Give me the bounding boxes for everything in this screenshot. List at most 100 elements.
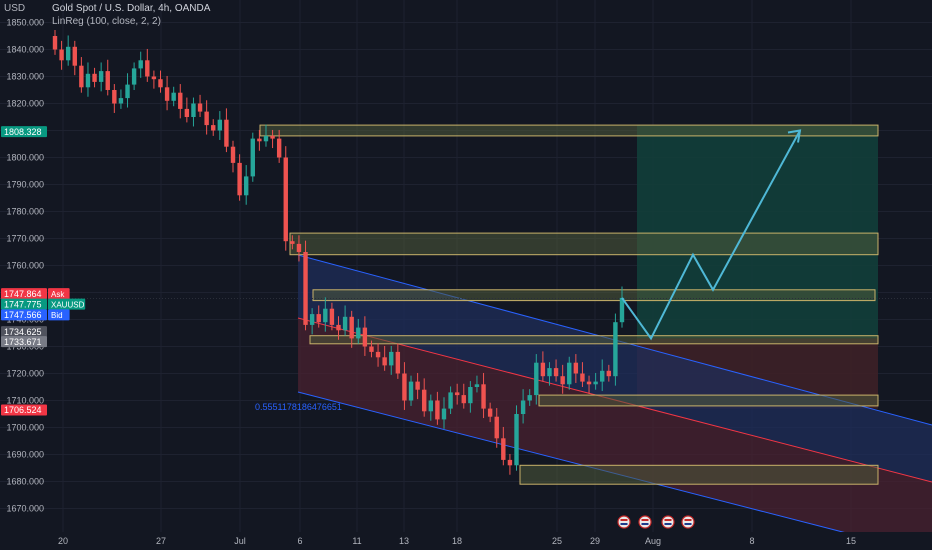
candle-body [191, 103, 196, 117]
level-label-3-bg [1, 404, 47, 416]
price-tick-label: 1690.000 [6, 450, 44, 460]
candle-body [257, 138, 262, 142]
candle-body [145, 60, 150, 77]
time-axis-bg [0, 532, 932, 550]
candle-body [303, 252, 308, 325]
ask-price-label-tag: Ask [51, 290, 65, 299]
level-label-2-bg [1, 336, 47, 348]
economic-event-icon [661, 515, 675, 529]
time-tick-label: 6 [297, 536, 302, 546]
candle-body [408, 381, 414, 401]
current-price-label-bg [1, 126, 47, 138]
candle-body [534, 362, 539, 396]
price-tick-label: 1680.000 [6, 477, 44, 487]
candle-body [92, 73, 97, 82]
candle-body [171, 92, 176, 101]
price-axis[interactable]: 1670.000 1680.000 1690.000 1700.000 1710.000… [6, 18, 44, 514]
ask-price-label-bg [1, 288, 47, 300]
candle-body [316, 314, 321, 323]
level-label-1: 1734.625 [4, 327, 42, 337]
price-tick-label: 1760.000 [6, 261, 44, 271]
candle-body [243, 176, 249, 196]
price-tick-label: 1780.000 [6, 207, 44, 217]
economic-event-icon-stripe [620, 519, 628, 521]
candle-body [448, 392, 453, 409]
time-tick-label: 18 [452, 536, 462, 546]
candle-body [72, 46, 77, 66]
symbol-title[interactable]: Gold Spot / U.S. Dollar, 4h, OANDA [52, 3, 211, 14]
projection-arrowhead [787, 129, 802, 143]
support-resistance-zone [519, 464, 879, 485]
regression-annotation: 0.5551178186476651 [255, 402, 342, 412]
price-labels: 1808.328 1747.864 Ask 1747.775 XAUUSD 1747.56… [1, 126, 86, 416]
candle-body [164, 87, 170, 101]
economic-event-icon-stripe [684, 523, 692, 525]
candle-body [547, 368, 552, 377]
price-tick-label: 1840.000 [6, 45, 44, 55]
candle-body [98, 71, 104, 82]
candle-body [487, 408, 493, 417]
price-tick-label: 1720.000 [6, 369, 44, 379]
economic-event-icon-stripe [641, 523, 649, 525]
price-tick-label: 1790.000 [6, 180, 44, 190]
bid-price-label: 1747.566 [4, 310, 42, 320]
support-resistance-zone [538, 394, 879, 407]
candle-body [283, 157, 288, 242]
candle-body [118, 98, 124, 104]
economic-event-icon [617, 515, 631, 529]
candle-body [184, 108, 190, 117]
time-tick-label: 13 [399, 536, 409, 546]
projection-arrow[interactable] [621, 129, 802, 341]
candle-body [382, 357, 387, 366]
economic-event-icon-stripe [641, 519, 649, 521]
candle-body [474, 384, 480, 387]
price-tick-label: 1850.000 [6, 18, 44, 28]
candle-body [270, 135, 275, 139]
economic-event-icon [638, 515, 652, 529]
candle-body [494, 416, 499, 439]
level-label-2: 1733.671 [4, 337, 42, 347]
candle-body [580, 373, 585, 382]
time-tick-label: 8 [749, 536, 754, 546]
indicator-legend[interactable]: LinReg (100, close, 2, 2) [52, 16, 161, 27]
candle-body [336, 324, 341, 331]
candle-body [138, 60, 143, 69]
price-tick-label: 1710.000 [6, 396, 44, 406]
time-tick-label: Aug [645, 536, 661, 546]
candle-body [586, 381, 592, 385]
economic-event-icon-stripe [620, 523, 628, 525]
candle-body [342, 316, 348, 331]
currency-label: USD [4, 3, 26, 14]
candle-body [237, 162, 242, 196]
chart-header: USD Gold Spot / U.S. Dollar, 4h, OANDA L… [4, 3, 210, 27]
candle-body [573, 362, 579, 374]
price-tick-label: 1820.000 [6, 99, 44, 109]
candle-body [131, 68, 137, 85]
ask-price-label: 1747.864 [4, 289, 42, 299]
candle-body [553, 368, 559, 377]
candle-body [606, 370, 612, 377]
candle-body [217, 119, 223, 131]
candle-body [112, 90, 117, 104]
candle-body [389, 351, 394, 366]
time-axis[interactable]: 20 27 Jul 6 11 13 18 25 29 Aug 8 15 [0, 515, 932, 550]
candle-body [454, 392, 460, 396]
candle-body [560, 376, 565, 385]
candle-body [85, 73, 91, 88]
last-price-label: 1747.775 [4, 299, 42, 309]
candle-body [59, 49, 64, 61]
level-label-3: 1706.524 [4, 405, 42, 415]
candle-body [481, 384, 486, 409]
candle-body [79, 65, 84, 88]
economic-event-icon [681, 515, 695, 529]
candle-body [468, 387, 473, 404]
support-resistance-zone [259, 124, 879, 137]
candle-body [224, 119, 229, 147]
candle-body [567, 362, 572, 385]
candle-body [362, 327, 368, 347]
candle-body [441, 408, 447, 420]
last-price-label-tag-bg [48, 298, 86, 310]
bid-price-label-tag-bg [48, 309, 70, 321]
price-tick-label: 1700.000 [6, 423, 44, 433]
